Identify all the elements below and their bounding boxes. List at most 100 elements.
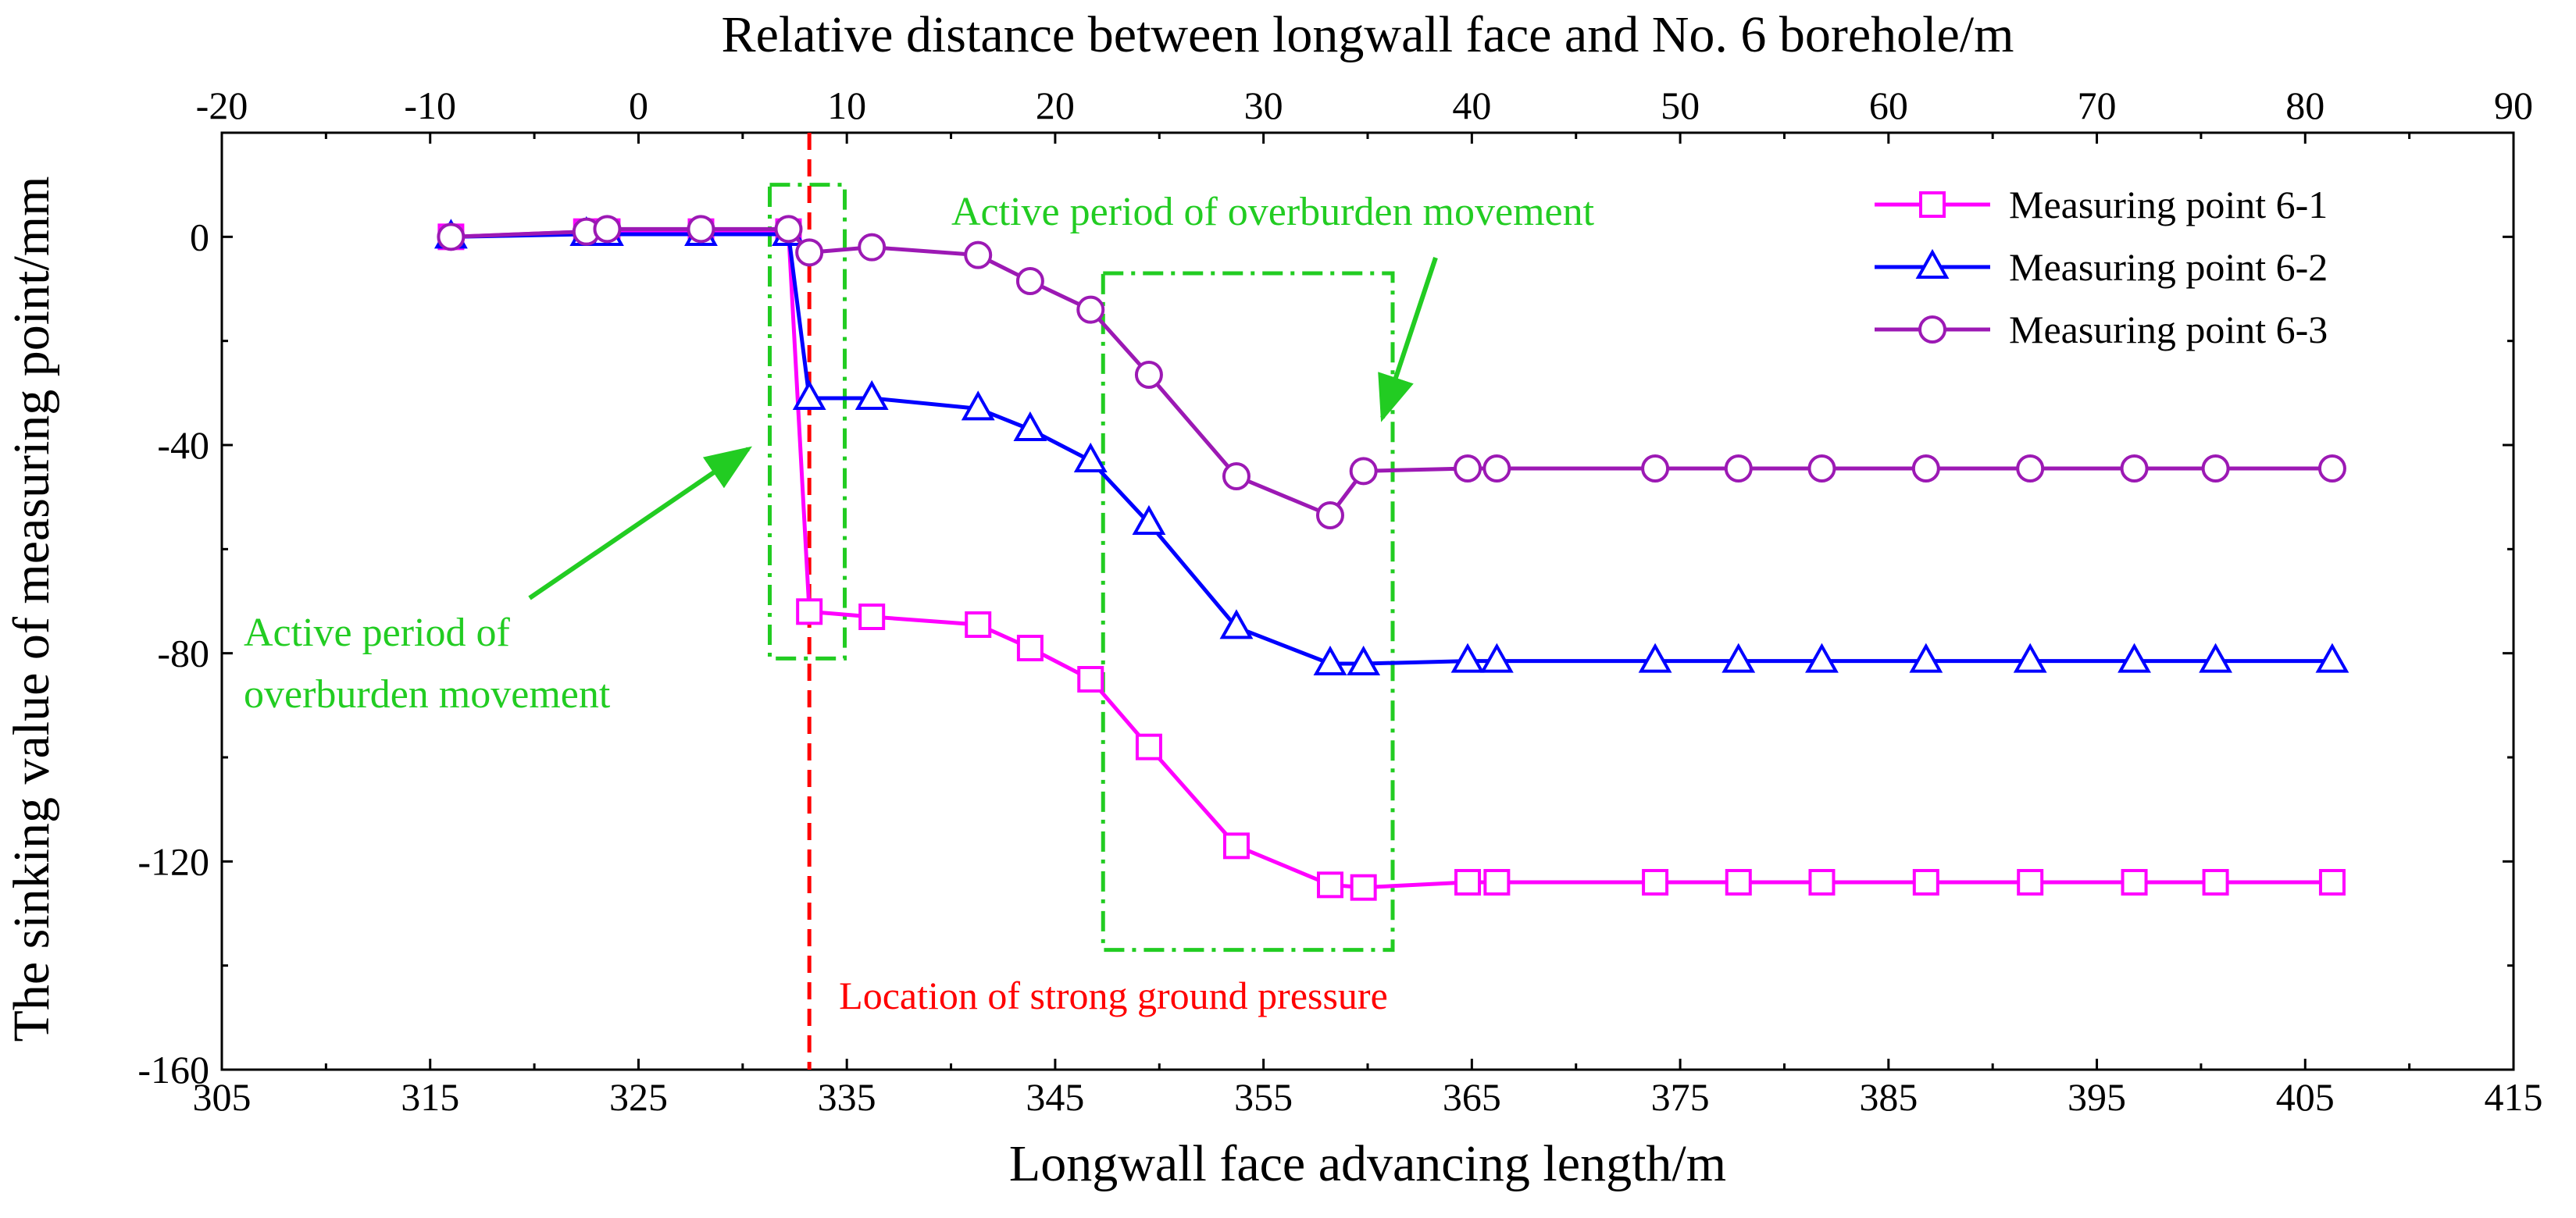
data-point bbox=[2318, 869, 2346, 896]
legend-marker bbox=[1915, 248, 1950, 279]
data-point bbox=[1316, 871, 1343, 899]
x2-tick-label: 0 bbox=[629, 84, 648, 127]
x2-tick-label: 50 bbox=[1661, 84, 1700, 127]
data-point bbox=[1134, 361, 1163, 389]
data-point bbox=[2199, 643, 2232, 673]
data-point bbox=[792, 379, 826, 410]
legend-entry-1: Measuring point 6-1 bbox=[1875, 183, 2328, 226]
data-point bbox=[2317, 454, 2346, 483]
strong-pressure-label: Location of strong ground pressure bbox=[839, 974, 1388, 1017]
y-tick-label: 0 bbox=[190, 215, 209, 258]
data-point bbox=[437, 223, 466, 251]
y-tick-label: -40 bbox=[157, 423, 209, 467]
x2-tick-label: 30 bbox=[1244, 84, 1283, 127]
data-point bbox=[2016, 454, 2045, 483]
x-tick-label: 405 bbox=[2276, 1075, 2335, 1119]
legend-label: Measuring point 6-2 bbox=[2009, 245, 2328, 289]
data-point bbox=[795, 238, 824, 267]
active-period-box-1 bbox=[767, 183, 847, 661]
data-point bbox=[1219, 609, 1254, 639]
series-3 bbox=[437, 215, 2346, 529]
data-point bbox=[1483, 869, 1511, 896]
annotation-text-left-line2: overburden movement bbox=[244, 672, 611, 717]
data-point bbox=[1721, 643, 1756, 673]
x-tick-label: 345 bbox=[1026, 1075, 1084, 1119]
data-point bbox=[1642, 869, 1669, 896]
x-tick-label: 315 bbox=[401, 1075, 459, 1119]
data-point bbox=[1347, 645, 1381, 675]
x2-tick-label: 20 bbox=[1036, 84, 1075, 127]
data-point bbox=[858, 233, 887, 262]
data-point bbox=[1315, 501, 1344, 529]
data-point bbox=[687, 215, 715, 244]
x2-tick-label: 10 bbox=[827, 84, 866, 127]
legend-entry-3: Measuring point 6-3 bbox=[1875, 308, 2328, 351]
data-point bbox=[1638, 643, 1672, 673]
series-line bbox=[451, 226, 2332, 518]
x-tick-label: 355 bbox=[1234, 1075, 1293, 1119]
data-point bbox=[1911, 454, 1940, 483]
data-point bbox=[2120, 454, 2149, 483]
x2-tick-label: 90 bbox=[2494, 84, 2533, 127]
data-point bbox=[1912, 869, 1939, 896]
x2-tick-label: 60 bbox=[1869, 84, 1908, 127]
x-tick-label: 395 bbox=[2068, 1075, 2126, 1119]
annotation-arrow-top bbox=[1378, 257, 1438, 422]
x-tick-label: 415 bbox=[2485, 1075, 2543, 1119]
data-point bbox=[1222, 832, 1250, 860]
data-point bbox=[796, 598, 823, 625]
data-point bbox=[2201, 454, 2230, 483]
data-point bbox=[2315, 643, 2349, 673]
x-tick-label: 365 bbox=[1443, 1075, 1501, 1119]
data-point bbox=[774, 215, 803, 244]
y-tick-label: -160 bbox=[137, 1048, 209, 1092]
data-point bbox=[1808, 869, 1836, 896]
data-point bbox=[858, 604, 886, 630]
data-point bbox=[1725, 869, 1752, 896]
annotation-text-top: Active period of overburden movement bbox=[951, 190, 1595, 234]
data-point bbox=[1454, 454, 1482, 483]
series-2 bbox=[433, 215, 2349, 675]
data-point bbox=[1724, 454, 1753, 483]
data-point bbox=[2013, 643, 2047, 673]
data-point bbox=[965, 611, 992, 638]
data-point bbox=[1135, 733, 1162, 760]
active-period-box-2 bbox=[1101, 271, 1395, 953]
data-point bbox=[1015, 267, 1044, 295]
data-point bbox=[1349, 457, 1378, 486]
data-point bbox=[2017, 869, 2044, 896]
data-point bbox=[1077, 666, 1104, 693]
x-tick-label: 385 bbox=[1859, 1075, 1918, 1119]
y-axis-title: The sinking value of measuring point/mm bbox=[3, 176, 60, 1042]
data-point bbox=[855, 379, 889, 410]
legend-label: Measuring point 6-3 bbox=[2009, 308, 2328, 351]
data-point bbox=[1805, 643, 1839, 673]
x2-tick-label: -20 bbox=[196, 84, 248, 127]
data-point bbox=[1013, 411, 1047, 441]
x2-tick-label: 40 bbox=[1452, 84, 1491, 127]
annotation-text-left-line1: Active period of bbox=[244, 611, 510, 655]
legend-entry-2: Measuring point 6-2 bbox=[1875, 245, 2328, 289]
data-point bbox=[1450, 643, 1485, 673]
y-tick-label: -120 bbox=[137, 839, 209, 883]
data-point bbox=[1641, 454, 1670, 483]
x2-tick-label: 80 bbox=[2285, 84, 2324, 127]
x2-axis-title: Relative distance between longwall face … bbox=[722, 6, 2014, 63]
annotation-arrow-left bbox=[528, 446, 752, 600]
data-point bbox=[1016, 635, 1044, 661]
legend-marker bbox=[1919, 191, 1946, 218]
series-line bbox=[451, 232, 2332, 666]
series-line bbox=[451, 230, 2332, 890]
data-point bbox=[593, 215, 622, 244]
data-point bbox=[2202, 869, 2229, 896]
data-point bbox=[1807, 454, 1836, 483]
legend-marker bbox=[1918, 315, 1946, 344]
x2-tick-label: 70 bbox=[2078, 84, 2117, 127]
x2-tick-label: -10 bbox=[404, 84, 456, 127]
x-tick-label: 305 bbox=[193, 1075, 252, 1119]
x-tick-label: 335 bbox=[818, 1075, 876, 1119]
legend-label: Measuring point 6-1 bbox=[2009, 183, 2328, 226]
data-point bbox=[1313, 645, 1347, 675]
data-point bbox=[2118, 643, 2151, 673]
